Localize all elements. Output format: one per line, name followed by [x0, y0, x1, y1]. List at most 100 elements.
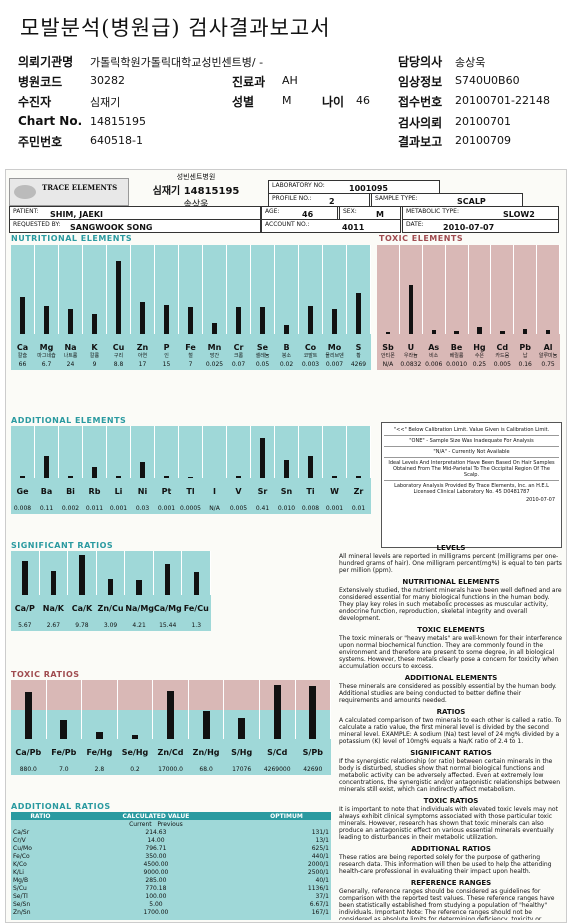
tick-label: P — [163, 343, 170, 352]
chart-column: Ca/Pb 880.0 — [11, 680, 47, 773]
text-heading: NUTRITIONAL ELEMENTS — [402, 578, 500, 586]
element-name: 코발트 — [303, 353, 318, 359]
text-paragraph: These ratios are being reported solely f… — [339, 854, 552, 875]
data-bar — [477, 326, 482, 334]
data-bar — [273, 684, 281, 739]
chart-column: Zn 아연 17 — [131, 245, 155, 368]
data-bar — [202, 710, 210, 739]
scanned-report: TRACE ELEMENTS 성빈센트병원 심재기 14815195 송상욱 L… — [5, 169, 567, 923]
toxic-ratios-chart: Ca/Pb 880.0 Fe/Pb 7.0 Fe/Hg 2.8 Se/Hg 0.2 Zn/Cd 1… — [11, 680, 332, 775]
tick-label: S — [355, 343, 362, 352]
text-paragraph: A calculated comparison of two minerals … — [339, 717, 562, 745]
add-ratios-title: ADDITIONAL RATIOS — [11, 802, 111, 811]
ratio-row: Se/Tl 100.00 37/1 — [11, 892, 331, 900]
data-bar — [193, 572, 200, 595]
tick-label: Zr — [353, 487, 364, 496]
tick-label: Fe/Cu — [183, 604, 209, 613]
data-bar — [95, 731, 103, 739]
chart-column: Pb 납 0.16 — [514, 245, 538, 368]
chart-columns: Sb 안티몬 N/A U 우라늄 0.0832 As 비소 0.006 Be 베릴륨 0.0010 Hg… — [377, 245, 560, 368]
chart-column: I N/A — [203, 426, 227, 512]
tick-label: Sr — [257, 487, 268, 496]
metabolic-label: METABOLIC TYPE: — [406, 208, 459, 215]
ratio-name: S/Cu — [13, 884, 27, 892]
add-ratios-table: RATIO CALCULATED VALUE OPTIMUM Current P… — [11, 812, 331, 920]
data-label: 0.0005 — [180, 505, 201, 512]
element-name: 베릴륨 — [449, 353, 464, 359]
data-label: 2.67 — [46, 622, 61, 629]
data-bar — [116, 261, 121, 334]
sample-value: SCALP — [457, 197, 486, 206]
ratio-col-head: RATIO — [30, 812, 51, 820]
data-bar — [500, 331, 505, 334]
optimum-value: 40/1 — [315, 876, 329, 884]
text-paragraph: It is important to note that individuals… — [339, 806, 558, 841]
sample-box: SAMPLE TYPE: SCALP — [371, 193, 523, 207]
tick-label: W — [330, 487, 339, 496]
data-label: 0.0832 — [400, 361, 422, 368]
chart-column: Mg 마그네슘 6.7 — [35, 245, 59, 368]
element-name: 칼륨 — [89, 353, 100, 359]
ratio-name: K/Li — [13, 868, 24, 876]
report-date-value: 20100709 — [455, 134, 511, 147]
ratio-name: K/Co — [13, 860, 27, 868]
data-label: 0.008 — [301, 505, 320, 512]
ratio-row: Cu/Mo 796.71 625/1 — [11, 844, 331, 852]
age-field-label: AGE: — [265, 208, 280, 215]
data-label: 0.0010 — [446, 361, 468, 368]
chart-column: Be 베릴륨 0.0010 — [446, 245, 469, 368]
chart-column: S/Hg 17076 — [224, 680, 260, 773]
data-bar — [68, 309, 73, 334]
data-bar — [140, 301, 145, 334]
data-bar — [332, 309, 337, 334]
significant-title: SIGNIFICANT RATIOS — [11, 541, 114, 550]
clinical-info-label: 임상정보 — [398, 75, 443, 89]
calc-col-head: CALCULATED VALUE — [122, 812, 190, 820]
calc-value: 4500.00 — [143, 860, 169, 868]
element-name: 크롬 — [233, 353, 244, 359]
chart-column: Cu 구리 8.8 — [107, 245, 131, 368]
data-label: 17076 — [232, 766, 252, 773]
tick-label: Mn — [207, 343, 222, 352]
tick-label: Fe/Pb — [51, 748, 77, 757]
tick-label: Li — [114, 487, 123, 496]
legend-line-5: Laboratory Analysis Provided By Trace El… — [394, 483, 549, 495]
toxic-ratios-title: TOXIC RATIOS — [11, 670, 80, 679]
chart-column: Se 셀레늄 0.05 — [251, 245, 275, 368]
chart-column: S 황 4269 — [347, 245, 371, 368]
optimum-value: 131/1 — [311, 828, 329, 836]
chart-column: Al 알루미늄 0.75 — [537, 245, 560, 368]
chart-column: Na 나트륨 24 — [59, 245, 83, 368]
data-bar — [92, 466, 97, 478]
data-label: 6.7 — [41, 361, 52, 368]
metabolic-box: METABOLIC TYPE: SLOW2 — [402, 206, 559, 220]
tick-label: Se/Hg — [121, 748, 149, 757]
chart-columns: Ca/P 5.67 Na/K 2.67 Ca/K 9.78 Zn/Cu 3.09 Na/Mg 4.… — [11, 551, 212, 629]
data-bar — [454, 331, 459, 334]
element-name: 수은 — [474, 353, 485, 359]
data-label: 0.006 — [425, 361, 443, 368]
element-name: 카드뮴 — [495, 353, 510, 359]
text-heading: REFERENCE RANGES — [410, 879, 492, 887]
text-heading: ADDITIONAL ELEMENTS — [404, 674, 498, 682]
data-label: 0.25 — [472, 361, 487, 368]
date-value: 2010-07-07 — [443, 223, 495, 232]
resident-no-value: 640518-1 — [90, 134, 143, 147]
data-bar — [44, 456, 49, 478]
chart-no-label: Chart No. — [18, 114, 83, 128]
current-subhead: Current — [129, 820, 152, 828]
data-label: 9.78 — [75, 622, 89, 629]
tick-label: K — [91, 343, 98, 352]
tick-label: Na/Mg — [125, 604, 155, 613]
account-label: ACCOUNT NO.: — [265, 221, 310, 228]
data-bar — [260, 438, 265, 478]
patient-box: PATIENT: SHIM, JAEKI — [9, 206, 261, 220]
chart-column: Zn/Cd 17000.0 — [153, 680, 189, 773]
element-name: 안티몬 — [381, 353, 395, 359]
significant-chart: Ca/P 5.67 Na/K 2.67 Ca/K 9.78 Zn/Cu 3.09 Na/Mg 4.… — [11, 551, 212, 631]
chart-columns: Ca/Pb 880.0 Fe/Pb 7.0 Fe/Hg 2.8 Se/Hg 0.2 Zn/Cd 1… — [11, 680, 332, 773]
text-paragraph: If the synergistic relationship (or rati… — [339, 758, 561, 793]
report-date-label: 결과보고 — [398, 135, 443, 149]
institution-label: 의뢰기관명 — [18, 55, 74, 69]
tick-label: S/Hg — [231, 748, 253, 757]
